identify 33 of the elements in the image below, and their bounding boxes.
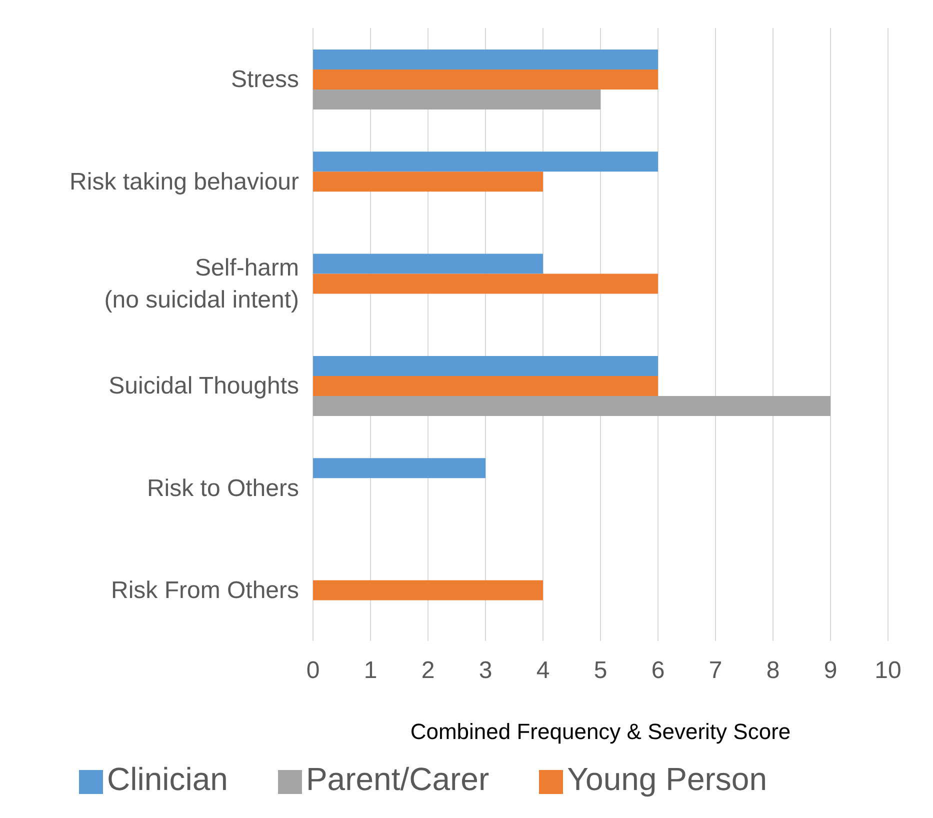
- bar: [313, 89, 600, 110]
- x-tick-label: 8: [766, 657, 780, 684]
- x-tick-label: 0: [306, 657, 320, 684]
- x-tick-label: 9: [824, 657, 838, 684]
- bar: [313, 356, 658, 376]
- x-tick-label: 1: [364, 657, 378, 684]
- bar: [313, 274, 658, 294]
- y-tick-label: Risk to Others: [146, 474, 299, 502]
- y-tick-label: Suicidal Thoughts: [108, 372, 299, 400]
- bar: [313, 69, 658, 90]
- y-tick-label: Risk From Others: [110, 576, 299, 604]
- legend-label: Clinician: [107, 761, 228, 797]
- bar: [313, 254, 543, 274]
- y-tick-label: Stress: [230, 66, 299, 93]
- bar: [313, 49, 658, 70]
- x-tick-label: 4: [536, 657, 550, 684]
- x-tick-label: 6: [651, 657, 665, 684]
- y-tick-label: Self-harm (no suicidal intent): [104, 254, 299, 313]
- bar: [313, 172, 543, 192]
- x-tick-label: 7: [708, 657, 722, 684]
- bar: [313, 396, 830, 416]
- legend-label: Parent/Carer: [306, 761, 490, 797]
- bar: [313, 458, 486, 478]
- y-tick-label: Risk taking behaviour: [70, 168, 300, 195]
- x-tick-label: 10: [874, 657, 902, 684]
- x-tick-label: 2: [421, 657, 435, 684]
- bar: [313, 376, 658, 396]
- bar: [313, 152, 658, 172]
- x-axis-title: Combined Frequency & Severity Score: [410, 719, 791, 744]
- x-tick-label: 3: [478, 657, 492, 684]
- bar: [313, 580, 543, 600]
- legend-label: Young Person: [567, 761, 767, 797]
- x-tick-label: 5: [594, 657, 608, 684]
